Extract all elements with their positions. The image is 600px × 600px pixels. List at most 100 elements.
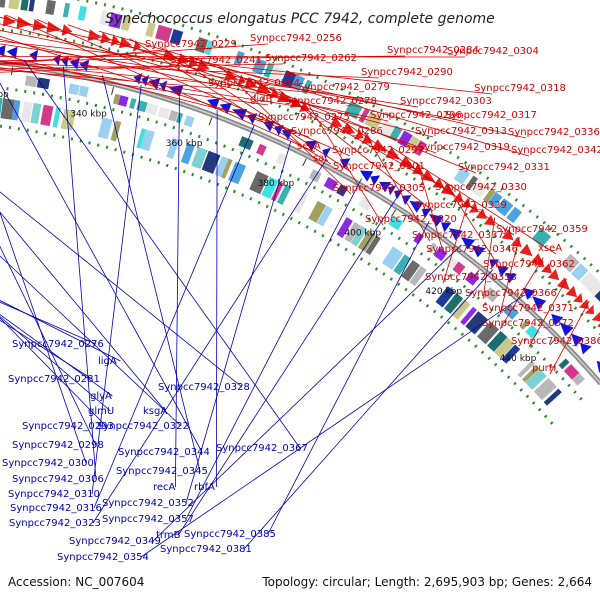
cog-feature-inner <box>183 115 195 128</box>
scale-ticks: 220 kbp240 kbp260 kbp280 kbp300 kbp320 k… <box>0 67 556 364</box>
reverse-gene-leader <box>140 295 524 558</box>
forward-gene-leader <box>0 62 380 79</box>
reverse-gene-leader <box>175 96 180 488</box>
cog-feature-innermost <box>316 205 333 227</box>
forward-gene-label: Synpcc7942_0254 <box>208 78 300 89</box>
cog-feature-innermost <box>221 158 233 179</box>
forward-gene-label: Synpcc7942_0286 <box>291 126 383 137</box>
forward-gene-leader <box>0 60 304 108</box>
reverse-gene-arrow <box>489 259 500 269</box>
cog-feature-inner <box>323 177 338 191</box>
reverse-gene-arrow <box>379 181 392 193</box>
cog-feature-innermost <box>460 306 477 326</box>
cog-feature-outer <box>169 29 184 46</box>
cog-feature-innermost <box>308 200 327 223</box>
forward-gene-arrow <box>61 23 73 36</box>
cog-feature-inner <box>563 364 580 380</box>
dotted-ring <box>0 86 584 401</box>
reverse-gene-label: Synpcc7942_0385 <box>184 529 276 540</box>
reverse-gene-arrow <box>148 78 161 90</box>
reverse-gene-arrow <box>551 313 564 326</box>
cog-feature-inner <box>503 304 519 320</box>
cog-feature-outer <box>77 5 87 21</box>
cog-feature-innermost <box>365 235 381 256</box>
cog-feature-outer <box>413 140 427 157</box>
cog-feature-innermost <box>517 360 535 378</box>
reverse-gene-label: Synpcc7942_0323 <box>9 518 101 529</box>
cog-feature-outer <box>453 167 471 185</box>
scale-tick-label: 320 kbp <box>0 90 9 100</box>
forward-gene-label: sat <box>313 153 328 164</box>
forward-gene-leader <box>0 55 406 62</box>
forward-gene-label: Synpcc7942_0336 <box>508 127 600 138</box>
forward-gene-label: Synpcc7942_0329 <box>415 200 507 211</box>
cog-feature-inner <box>413 232 425 245</box>
dotted-ring <box>0 124 555 426</box>
reverse-gene-label: Synpcc7942_0306 <box>12 474 104 485</box>
cog-feature-innermost <box>494 337 515 359</box>
reverse-gene-arrow <box>359 170 374 182</box>
forward-gene-arrow <box>432 177 445 189</box>
reverse-gene-arrow <box>522 287 536 300</box>
cog-feature-innermost <box>66 109 76 131</box>
cog-feature-inner <box>256 143 267 156</box>
cog-feature-inner <box>382 212 392 223</box>
cog-feature-inner <box>572 373 585 386</box>
genome-summary-text: Topology: circular; Length: 2,695,903 bp… <box>261 575 592 589</box>
cog-feature-outer <box>378 119 396 138</box>
reverse-gene-label: Synpcc7942_0344 <box>118 447 210 458</box>
cog-feature-innermost <box>401 259 421 282</box>
scale-tick-mark <box>473 269 480 277</box>
forward-gene-label: gidB <box>250 94 272 105</box>
reverse-gene-leader <box>0 300 121 362</box>
forward-gene-arrow <box>565 285 578 298</box>
reverse-gene-arrow <box>79 59 90 72</box>
cog-feature-outer <box>571 263 589 281</box>
forward-gene-leader <box>335 115 515 236</box>
reverse-gene-label: ksgA <box>143 406 167 417</box>
reverse-gene-label: Synpcc7942_0300 <box>2 458 94 469</box>
cog-feature-innermost <box>261 176 279 199</box>
dotted-ring <box>73 0 600 276</box>
scale-tick-mark <box>111 86 115 95</box>
reverse-gene-leader <box>102 75 201 472</box>
reverse-gene-label: ligA <box>98 356 117 367</box>
scale-tick-label: 340 kbp <box>70 109 107 119</box>
reverse-gene-leader <box>0 314 113 397</box>
forward-gene-leader <box>98 30 530 157</box>
cog-feature-innermost <box>522 365 540 383</box>
forward-gene-leader <box>0 54 277 124</box>
reverse-gene-leader <box>178 198 397 536</box>
reverse-gene-leader <box>0 191 243 388</box>
cog-feature-innermost <box>166 137 180 159</box>
cog-feature-outer <box>594 290 600 302</box>
forward-gene-label: Synpcc7942_0359 <box>496 224 588 235</box>
cog-feature-outer <box>145 21 156 38</box>
forward-gene-label: Synpcc7942_0346 <box>426 244 518 255</box>
forward-gene-label: Synpcc7942_0319 <box>418 142 510 153</box>
forward-gene-label: purH <box>532 363 556 374</box>
reverse-gene-leader <box>62 66 97 480</box>
reverse-gene-label: Synpcc7942_0298 <box>12 440 104 451</box>
forward-gene-label: Synpcc7942_0331 <box>458 162 550 173</box>
reverse-gene-arrow <box>322 147 331 159</box>
reverse-gene-arrow <box>388 185 397 196</box>
forward-gene-label: Synpcc7942_0303 <box>400 96 492 107</box>
reverse-gene-leader <box>93 124 255 509</box>
cog-feature-innermost <box>40 104 54 127</box>
cog-feature-innermost <box>249 170 269 195</box>
forward-gene-label: Synpcc7942_0366 <box>465 288 557 299</box>
reverse-gene-label: Synpcc7942_0328 <box>158 382 250 393</box>
forward-gene-leader <box>0 43 419 108</box>
reverse-gene-label: Synpcc7942_0281 <box>8 374 100 385</box>
forward-gene-label: Synpcc7942_0278 <box>285 96 377 107</box>
scale-tick-label: 420 kbp <box>425 287 462 297</box>
cog-feature-outer <box>465 175 479 191</box>
cog-feature-outer <box>506 206 522 224</box>
cog-feature-outer <box>155 24 173 43</box>
cog-feature-inner <box>144 102 159 116</box>
forward-gene-leader <box>0 56 466 58</box>
reverse-gene-leader <box>215 110 218 488</box>
cog-feature-innermost <box>344 221 361 243</box>
